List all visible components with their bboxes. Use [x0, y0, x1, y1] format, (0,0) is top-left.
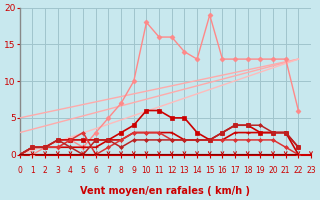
X-axis label: Vent moyen/en rafales ( km/h ): Vent moyen/en rafales ( km/h ) — [80, 186, 251, 196]
